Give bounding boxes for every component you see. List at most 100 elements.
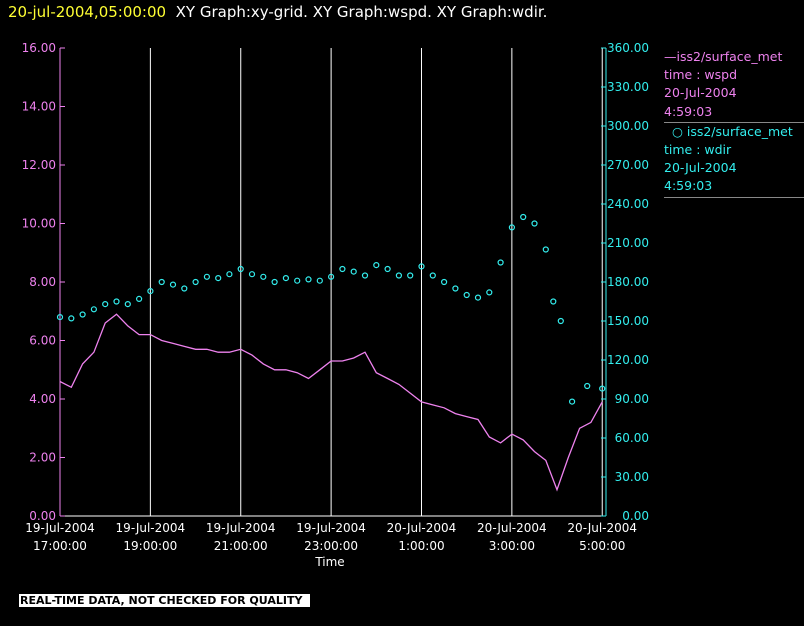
legend-wspd-source: —iss2/surface_met xyxy=(664,49,783,64)
wdir-data-point xyxy=(452,285,459,292)
wdir-data-point xyxy=(350,268,357,275)
right-tick-label: 210.00 xyxy=(607,236,649,250)
wdir-data-point xyxy=(79,311,86,318)
wdir-data-point xyxy=(113,298,120,305)
wdir-data-point xyxy=(486,289,493,296)
legend-wspd-vars: time : wspd xyxy=(664,67,738,83)
x-tick-label-date: 20-Jul-2004 xyxy=(567,521,637,535)
legend-wdir-date: 20-Jul-2004 xyxy=(664,160,737,176)
x-tick-label-time: 21:00:00 xyxy=(214,539,268,553)
header-titles: XY Graph:xy-grid. XY Graph:wspd. XY Grap… xyxy=(175,3,548,21)
right-tick-label: 30.00 xyxy=(615,470,649,484)
wdir-data-point xyxy=(282,275,289,282)
right-tick-label: 180.00 xyxy=(607,275,649,289)
right-tick-label: 90.00 xyxy=(615,392,649,406)
wdir-data-point xyxy=(542,246,549,253)
x-tick-label-date: 19-Jul-2004 xyxy=(296,521,366,535)
wdir-data-point xyxy=(56,314,64,321)
right-tick-label: 240.00 xyxy=(607,197,649,211)
wdir-data-point xyxy=(550,298,557,305)
right-tick-label: 360.00 xyxy=(607,41,649,55)
legend-wdir-time: 4:59:03 xyxy=(664,178,713,194)
wdir-data-point xyxy=(568,398,576,405)
wspd-series-line xyxy=(59,313,603,492)
left-tick-label: 6.00 xyxy=(29,334,56,348)
wdir-data-point xyxy=(124,301,131,308)
wdir-data-point xyxy=(90,306,98,313)
wdir-data-point xyxy=(407,272,414,279)
legend-wspd-time: 4:59:03 xyxy=(664,103,713,119)
x-tick-label-time: 19:00:00 xyxy=(123,539,177,553)
left-tick-label: 14.00 xyxy=(22,100,56,114)
wdir-data-point xyxy=(599,385,606,392)
wdir-data-point xyxy=(158,278,165,286)
wdir-data-point xyxy=(305,276,312,283)
left-tick-label: 0.00 xyxy=(29,509,56,523)
x-tick-label-date: 20-Jul-2004 xyxy=(477,521,547,535)
legend-entry-wdir: ○ iss2/surface_met time : wdir 20-Jul-20… xyxy=(664,123,804,198)
right-tick-label: 300.00 xyxy=(607,119,649,133)
wdir-data-point xyxy=(316,277,323,284)
x-axis-label: Time xyxy=(314,555,344,569)
left-tick-label: 16.00 xyxy=(22,41,56,55)
x-tick-label-time: 5:00:00 xyxy=(579,539,625,553)
wdir-data-point xyxy=(463,291,470,299)
wdir-data-point xyxy=(181,285,188,292)
left-tick-label: 8.00 xyxy=(29,275,56,289)
wdir-data-point xyxy=(215,275,222,282)
x-tick-label-date: 19-Jul-2004 xyxy=(206,521,276,535)
wdir-data-point xyxy=(260,273,267,280)
quality-note: REAL-TIME DATA, NOT CHECKED FOR QUALITY xyxy=(19,594,311,607)
right-tick-label: 150.00 xyxy=(607,314,649,328)
wdir-data-point xyxy=(497,259,504,266)
legend-wdir-vars: time : wdir xyxy=(664,142,732,158)
wdir-data-point xyxy=(474,294,482,301)
right-tick-label: 120.00 xyxy=(607,353,649,367)
wdir-data-point xyxy=(226,271,233,278)
wdir-data-point xyxy=(508,224,515,231)
wdir-data-point xyxy=(248,271,256,278)
x-tick-label-date: 19-Jul-2004 xyxy=(25,521,95,535)
wdir-data-point xyxy=(520,213,527,221)
wdir-data-point xyxy=(361,272,369,279)
right-tick-label: 330.00 xyxy=(607,80,649,94)
wdir-data-point xyxy=(192,278,199,286)
wdir-data-point xyxy=(328,273,335,280)
wdir-data-point xyxy=(136,295,143,302)
legend: —iss2/surface_met time : wspd 20-Jul-200… xyxy=(664,48,804,198)
x-tick-label-time: 3:00:00 xyxy=(489,539,535,553)
left-tick-label: 4.00 xyxy=(29,392,56,406)
left-tick-label: 2.00 xyxy=(29,451,56,465)
legend-wdir-source: ○ iss2/surface_met xyxy=(671,123,793,139)
wdir-data-point xyxy=(102,301,109,308)
legend-wspd-date: 20-Jul-2004 xyxy=(664,85,737,101)
x-tick-label-time: 23:00:00 xyxy=(304,539,358,553)
wdir-data-point xyxy=(429,272,436,279)
x-tick-label-time: 17:00:00 xyxy=(33,539,87,553)
wdir-data-point xyxy=(441,278,448,286)
wdir-data-point xyxy=(339,265,346,273)
wdir-data-point xyxy=(395,272,402,279)
wdir-data-point xyxy=(373,262,380,269)
left-tick-label: 12.00 xyxy=(22,158,56,172)
legend-entry-wspd: —iss2/surface_met time : wspd 20-Jul-200… xyxy=(664,48,804,123)
wdir-data-point xyxy=(294,277,301,284)
right-tick-label: 60.00 xyxy=(615,431,649,445)
wdir-data-point xyxy=(418,263,425,270)
left-tick-label: 10.00 xyxy=(22,217,56,231)
wdir-data-point xyxy=(203,273,210,280)
wdir-data-point xyxy=(384,265,391,273)
wdir-data-point xyxy=(147,288,154,295)
right-tick-label: 0.00 xyxy=(622,509,649,523)
header-timestamp: 20-jul-2004,05:00:00 xyxy=(8,3,167,21)
wdir-data-point xyxy=(237,265,244,273)
graph-header: 20-jul-2004,05:00:00 XY Graph:xy-grid. X… xyxy=(8,3,547,21)
wdir-data-point xyxy=(68,315,75,322)
wdir-data-point xyxy=(271,278,278,286)
right-tick-label: 270.00 xyxy=(607,158,649,172)
x-tick-label-date: 20-Jul-2004 xyxy=(387,521,457,535)
legend-circle-icon: ○ xyxy=(671,123,683,139)
x-tick-label-date: 19-Jul-2004 xyxy=(116,521,186,535)
wdir-data-point xyxy=(531,220,538,227)
